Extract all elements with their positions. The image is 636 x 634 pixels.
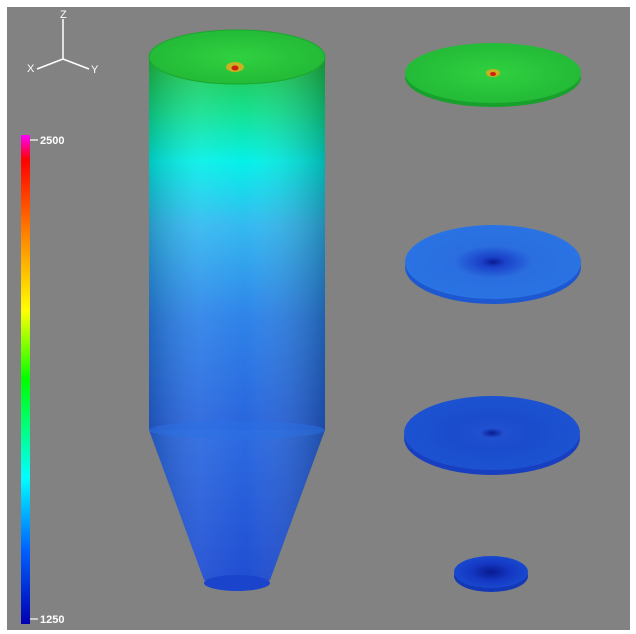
vessel-cylinder-shading (149, 57, 325, 430)
slice-top-hotspot-core (490, 72, 496, 76)
vessel-top-hotspot-core (231, 65, 239, 71)
slice-middle-upper[interactable] (405, 225, 581, 304)
vessel-top-face (149, 30, 325, 84)
slice-middle-lower-face (404, 396, 580, 470)
vessel-top-rim (148, 29, 326, 85)
vessel-model[interactable] (148, 29, 326, 591)
z-axis-label: Z (60, 9, 67, 21)
render-viewport[interactable]: Z X Y 2500 1250 (7, 7, 630, 630)
vessel-cone-shading (149, 430, 325, 588)
vessel-cylinder-seam (149, 421, 325, 439)
y-axis-label: Y (91, 64, 99, 76)
x-axis-line (36, 58, 64, 70)
colorbar-gradient (21, 135, 30, 624)
slice-bottom-face (454, 556, 528, 588)
y-axis-line (62, 58, 90, 70)
colorbar: 2500 1250 (21, 135, 64, 626)
slice-top[interactable] (405, 43, 581, 107)
slice-middle-lower[interactable] (404, 396, 580, 475)
axes-triad: Z X Y (27, 9, 99, 76)
x-axis-label: X (27, 63, 35, 75)
scene-svg: Z X Y 2500 1250 (21, 9, 581, 626)
colorbar-max-label: 2500 (40, 135, 64, 147)
vessel-cone-bottom (204, 575, 270, 591)
slice-middle-upper-face (405, 225, 581, 299)
colorbar-min-label: 1250 (40, 614, 64, 626)
slice-bottom[interactable] (454, 556, 528, 592)
